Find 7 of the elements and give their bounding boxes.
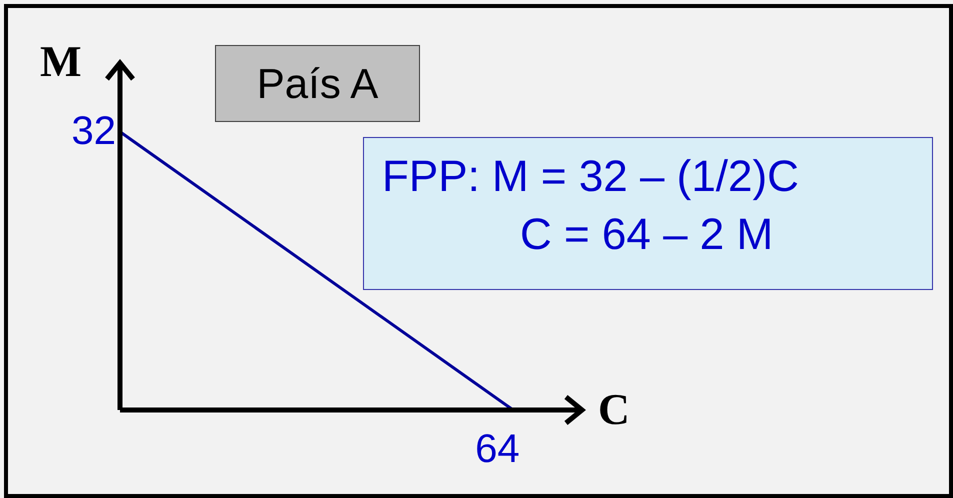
chart-title: País A: [215, 45, 420, 122]
y-axis-title: M: [40, 36, 82, 87]
x-axis-title: C: [598, 384, 630, 435]
annotation: 32: [72, 108, 116, 154]
annotation: FPP: M = 32 – (1/2)C: [382, 151, 800, 203]
text: 64: [475, 426, 520, 472]
annotation: C = 64 – 2 M: [519, 209, 774, 261]
